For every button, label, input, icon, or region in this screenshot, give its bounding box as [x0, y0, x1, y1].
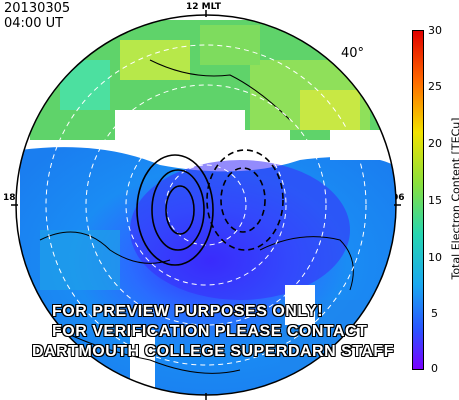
latitude-label: 40° — [341, 46, 365, 61]
watermark-line-1: FOR PREVIEW PURPOSES ONLY! — [52, 303, 324, 320]
time-label: 04:00 UT — [4, 16, 64, 31]
mlt-ticks — [11, 10, 401, 400]
colorbar-tick: 0 — [431, 362, 438, 375]
mlt-label-left: 18 — [3, 193, 16, 203]
colorbar-tick: 20 — [428, 137, 442, 150]
latitude-circles — [45, 44, 367, 366]
mlt-label-right: 06 — [392, 193, 405, 203]
colorbar-tick: 25 — [428, 80, 442, 93]
colorbar-tick: 10 — [428, 251, 442, 264]
watermark-line-2: FOR VERIFICATION PLEASE CONTACT — [52, 323, 368, 340]
colorbar — [412, 30, 424, 370]
date-label: 20130305 — [4, 1, 71, 16]
colorbar-tick: 5 — [431, 307, 438, 320]
colorbar-title: Total Electron Content [TECu] — [449, 117, 459, 280]
colorbar-tick: 30 — [428, 24, 442, 37]
colorbar-tick: 15 — [428, 194, 442, 207]
mlt-label-top: 12 MLT — [186, 2, 221, 12]
watermark-line-3: DARTMOUTH COLLEGE SUPERDARN STAFF — [32, 343, 394, 360]
convection-contours — [136, 149, 284, 266]
